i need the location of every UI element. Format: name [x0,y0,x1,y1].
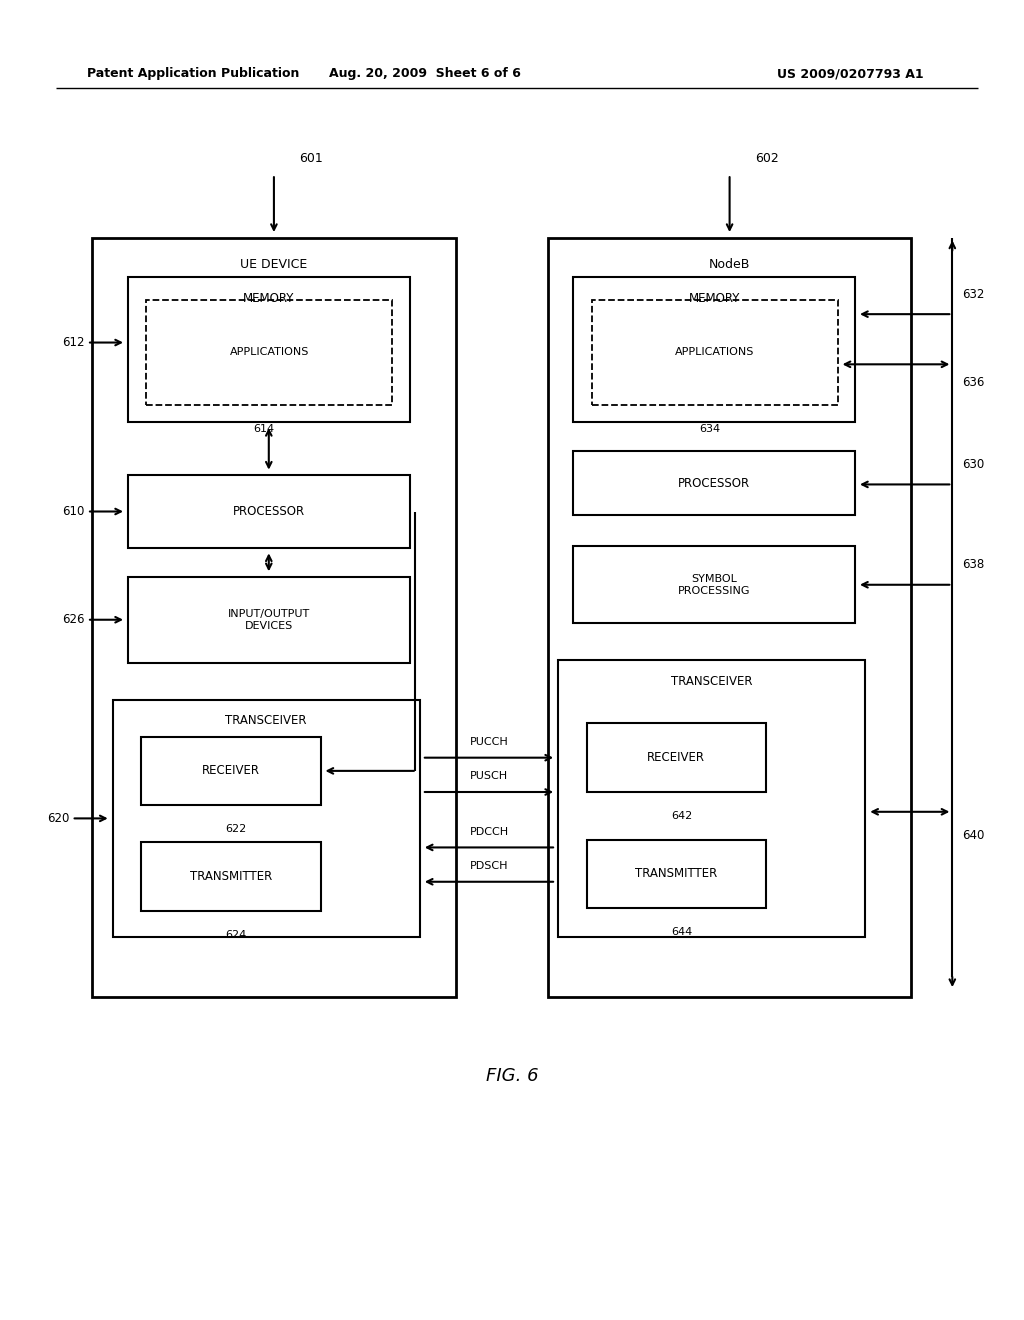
Text: INPUT/OUTPUT
DEVICES: INPUT/OUTPUT DEVICES [227,609,310,631]
Text: Aug. 20, 2009  Sheet 6 of 6: Aug. 20, 2009 Sheet 6 of 6 [329,67,521,81]
Bar [548,238,911,997]
Text: 638: 638 [963,558,985,572]
Bar [587,723,766,792]
Text: RECEIVER: RECEIVER [202,764,260,777]
Text: 620: 620 [47,812,70,825]
Bar [92,238,456,997]
Text: RECEIVER: RECEIVER [647,751,706,764]
Bar [128,577,410,663]
Bar [558,660,865,937]
Bar [141,737,321,805]
Text: 640: 640 [963,829,985,842]
Bar [146,300,392,405]
Text: PUSCH: PUSCH [470,771,508,781]
Text: NodeB: NodeB [709,257,751,271]
Text: 601: 601 [299,152,324,165]
Bar [128,475,410,548]
Text: APPLICATIONS: APPLICATIONS [675,347,755,358]
Text: US 2009/0207793 A1: US 2009/0207793 A1 [776,67,924,81]
Text: 634: 634 [699,424,720,434]
Text: 626: 626 [62,614,85,626]
Bar [587,840,766,908]
Text: 624: 624 [225,929,247,940]
Text: PDCCH: PDCCH [469,826,509,837]
Text: 636: 636 [963,376,985,389]
Text: 622: 622 [225,824,247,834]
Text: MEMORY: MEMORY [688,292,740,305]
Text: 614: 614 [254,424,274,434]
Bar [573,451,855,515]
Text: PUCCH: PUCCH [470,737,508,747]
Text: TRANSCEIVER: TRANSCEIVER [671,675,753,688]
Bar [128,277,410,422]
Text: TRANSMITTER: TRANSMITTER [635,867,718,880]
Text: 632: 632 [963,288,985,301]
Text: PROCESSOR: PROCESSOR [678,477,751,490]
Bar [573,546,855,623]
Text: 642: 642 [671,810,692,821]
Text: APPLICATIONS: APPLICATIONS [229,347,309,358]
Text: 644: 644 [671,927,692,937]
Text: PROCESSOR: PROCESSOR [232,506,305,517]
Text: 602: 602 [756,152,779,165]
Text: 610: 610 [62,506,85,517]
Bar [573,277,855,422]
Text: TRANSCEIVER: TRANSCEIVER [225,714,307,727]
Text: 612: 612 [62,337,85,348]
Text: SYMBOL
PROCESSING: SYMBOL PROCESSING [678,574,751,595]
Text: TRANSMITTER: TRANSMITTER [189,870,272,883]
Text: 630: 630 [963,458,985,471]
Text: Patent Application Publication: Patent Application Publication [87,67,299,81]
Bar [141,842,321,911]
Bar [113,700,420,937]
Text: PDSCH: PDSCH [470,861,508,871]
Text: UE DEVICE: UE DEVICE [241,257,307,271]
Text: FIG. 6: FIG. 6 [485,1067,539,1085]
Bar [592,300,838,405]
Text: MEMORY: MEMORY [243,292,295,305]
